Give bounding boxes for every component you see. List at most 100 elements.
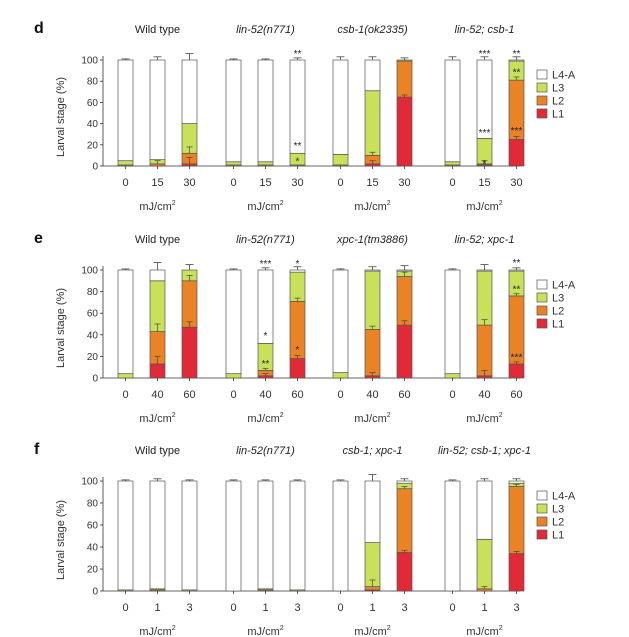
bar-segment-L4A [396, 480, 413, 484]
x-tick-label: 0 [122, 177, 128, 189]
y-tick-label: 100 [81, 266, 98, 277]
bar-segment-L3 [444, 373, 461, 379]
x-tick-label: 0 [122, 602, 128, 614]
significance-marker: ** [262, 359, 270, 370]
bar-segment-L2 [396, 60, 413, 98]
legend-swatch-L3 [536, 292, 548, 303]
bar-segment-L3 [332, 153, 349, 166]
legend-swatch-L4A [536, 490, 548, 501]
legend-label-L4A: L4-A [552, 70, 576, 82]
x-tick-label: 60 [183, 389, 195, 401]
x-tick-label: 0 [230, 602, 236, 614]
x-tick-label: 40 [151, 389, 163, 401]
bar-segment-L3 [476, 538, 493, 590]
legend-label-L4A: L4-A [552, 280, 576, 292]
group-3: lin-52; csb-1; xpc-1 0 1 3 mJ/cm2 [438, 445, 531, 637]
legend-label-L2: L2 [552, 96, 564, 108]
bar-segment-L1 [508, 139, 525, 167]
x-tick-label: 0 [337, 389, 343, 401]
bar-segment-L4A [225, 480, 242, 592]
unit-label: mJ/cm2 [466, 412, 502, 425]
y-tick-label: 40 [87, 119, 99, 130]
panel-letter: e [34, 230, 43, 247]
x-tick-label: 60 [510, 389, 522, 401]
y-tick-label: 60 [87, 309, 99, 320]
group-0: Wild type 0 1 3 mJ/cm2 [117, 445, 198, 637]
unit-superscript: 2 [172, 412, 176, 419]
y-tick-label: 60 [87, 521, 99, 532]
x-tick-label: 30 [291, 177, 303, 189]
x-tick-label: 0 [230, 177, 236, 189]
significance-marker: * [483, 159, 487, 170]
bar-segment-L1 [508, 363, 525, 379]
x-tick-label: 40 [478, 389, 490, 401]
y-axis-label: Larval stage (%) [55, 77, 67, 157]
bar-segment-L3 [117, 373, 134, 379]
unit-superscript: 2 [172, 625, 176, 632]
group-0: Wild type 0 15 30 mJ/cm2 [117, 24, 198, 213]
bar-segment-L2 [508, 486, 525, 554]
group-title: lin-52; csb-1 [455, 24, 515, 36]
x-tick-label: 30 [398, 177, 410, 189]
bar-segment-L2 [364, 586, 381, 591]
bar-segment-L4A [117, 269, 134, 375]
bar-segment-L4A [289, 269, 306, 273]
bar-segment-L4A [444, 269, 461, 375]
bar-segment-L4A [289, 59, 306, 154]
y-tick-label: 40 [87, 543, 99, 554]
y-axis-label: Larval stage (%) [55, 288, 67, 368]
unit-superscript: 2 [280, 625, 284, 632]
group-title: Wild type [135, 234, 180, 246]
bar-segment-L4A [257, 59, 274, 163]
significance-marker: *** [260, 259, 272, 270]
x-tick-label: 40 [259, 389, 271, 401]
bar-segment-L2 [396, 488, 413, 553]
unit-label: mJ/cm2 [247, 625, 283, 637]
x-tick-label: 0 [230, 389, 236, 401]
x-tick-label: 0 [337, 602, 343, 614]
y-tick-label: 20 [87, 140, 99, 151]
legend-label-L1: L1 [552, 109, 564, 121]
bar-segment-L3 [364, 90, 381, 156]
y-tick-label: 80 [87, 287, 99, 298]
bar-segment-L1 [149, 363, 166, 379]
bar-segment-L4A [364, 59, 381, 92]
legend-label-L3: L3 [552, 83, 564, 95]
y-tick-label: 100 [81, 477, 98, 488]
x-tick-label: 3 [401, 602, 407, 614]
bar-segment-L1 [396, 552, 413, 592]
significance-marker: *** [511, 126, 523, 137]
bar-segment-L2 [396, 276, 413, 326]
group-1: lin-52(n771) 0 1 3 mJ/cm2 [225, 445, 306, 637]
x-tick-label: 0 [337, 177, 343, 189]
bar-segment-L4A [257, 480, 274, 590]
bar-segment-L4A [181, 59, 198, 124]
panel-letter: f [34, 441, 40, 458]
bar-segment-L4A [149, 59, 166, 160]
y-axis-label: Larval stage (%) [55, 500, 67, 580]
x-tick-label: 3 [513, 602, 519, 614]
legend-label-L3: L3 [552, 504, 564, 516]
bar-segment-L1 [289, 358, 306, 379]
bar-segment-L1 [508, 553, 525, 592]
legend-swatch-L1 [536, 108, 548, 119]
bar-segment-L1 [181, 326, 198, 379]
panel-letter: d [34, 20, 44, 37]
bar-segment-L1 [396, 324, 413, 379]
bar-segment-L3 [364, 270, 381, 330]
bar-segment-L4A [332, 59, 349, 155]
bar-segment-L4A [117, 59, 134, 162]
bar-segment-L3 [257, 161, 274, 166]
bar-segment-L4A [181, 480, 198, 591]
x-tick-label: 60 [291, 389, 303, 401]
bar-segment-L3 [396, 59, 413, 62]
legend-label-L2: L2 [552, 517, 564, 529]
unit-label: mJ/cm2 [139, 625, 175, 637]
legend-swatch-L4A [536, 279, 548, 290]
x-tick-label: 60 [398, 389, 410, 401]
